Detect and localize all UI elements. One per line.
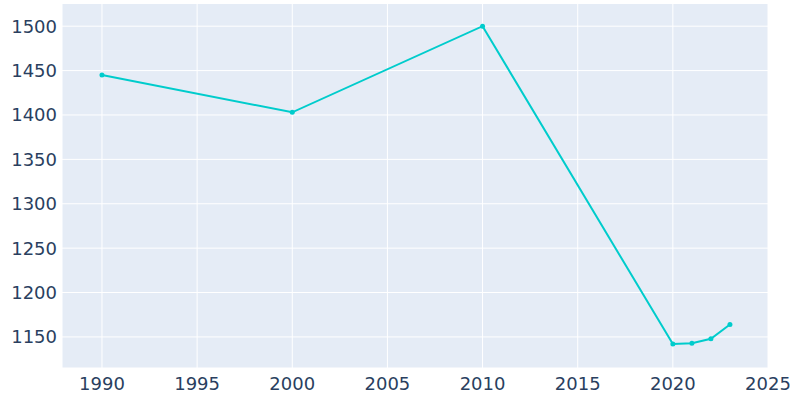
y-grid-line [62, 292, 768, 293]
data-layer [99, 24, 732, 347]
y-grid-line [62, 114, 768, 115]
x-grid-line [672, 4, 673, 368]
x-grid-line [101, 4, 102, 368]
x-tick-label: 2005 [365, 373, 411, 394]
x-axis-line [62, 368, 768, 369]
point [99, 73, 104, 78]
point [708, 336, 713, 341]
y-grid-line [62, 26, 768, 27]
y-tick-label: 1300 [11, 193, 57, 214]
x-grid-line [292, 4, 293, 368]
x-tick-label: 2010 [460, 373, 506, 394]
y-tick-label: 1250 [11, 238, 57, 259]
x-grid-line [387, 4, 388, 368]
point [290, 110, 295, 115]
y-tick-label: 1350 [11, 149, 57, 170]
y-grid-line [62, 248, 768, 249]
y-tick-label: 1500 [11, 16, 57, 37]
plot-background [62, 4, 768, 368]
x-tick-label: 1995 [174, 373, 220, 394]
line [102, 26, 730, 344]
x-grid-line [197, 4, 198, 368]
x-tick-label: 2000 [269, 373, 315, 394]
y-tick-label: 1450 [11, 60, 57, 81]
y-grid-line [62, 159, 768, 160]
y-grid-line [62, 203, 768, 204]
x-tick-label: 1990 [79, 373, 125, 394]
y-tick-label: 1400 [11, 104, 57, 125]
chart: 1150 1200 1250 1300 1350 1400 1450 1500 1990 1995… [0, 0, 800, 400]
y-grid-line [62, 336, 768, 337]
y-tick-label: 1200 [11, 282, 57, 303]
y-tick-label: 1150 [11, 326, 57, 347]
x-tick-label: 2015 [555, 373, 601, 394]
x-tick-label: 2020 [650, 373, 696, 394]
x-grid-line [482, 4, 483, 368]
point [480, 24, 485, 29]
x-grid-line [768, 4, 769, 368]
y-axis-line [62, 4, 63, 368]
point [727, 322, 732, 327]
point [689, 341, 694, 346]
y-grid-line [62, 70, 768, 71]
point [670, 342, 675, 347]
x-tick-label: 2025 [745, 373, 791, 394]
